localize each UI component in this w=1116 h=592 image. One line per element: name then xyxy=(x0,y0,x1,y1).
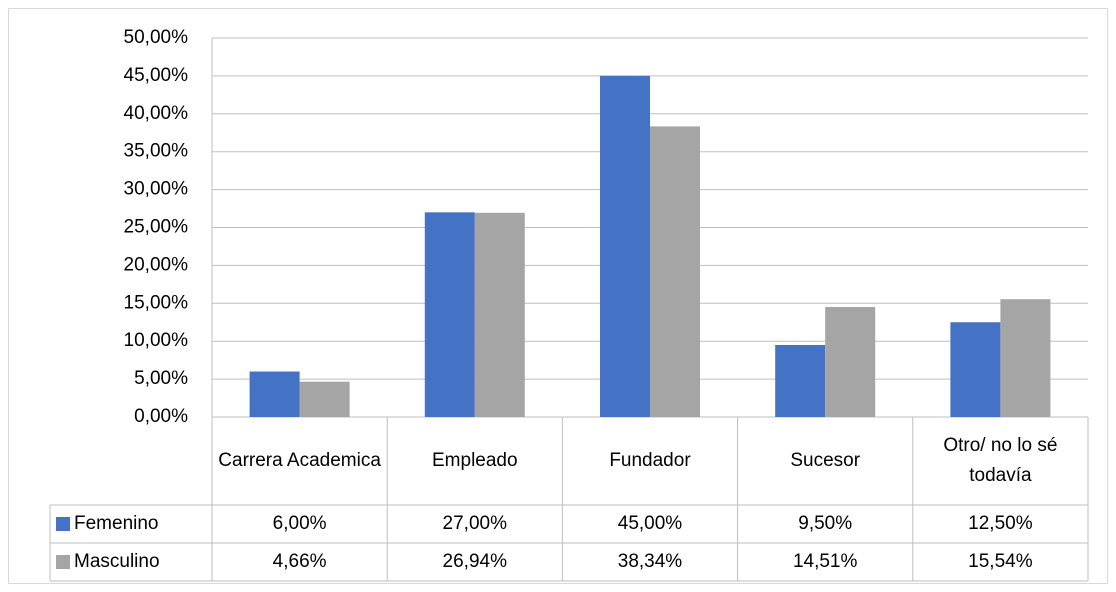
x-tick-label-text: Sucesor xyxy=(790,450,861,471)
chart-border xyxy=(8,8,1108,584)
x-tick-label: Carrera Academica xyxy=(212,417,387,505)
table-value-text: 6,00% xyxy=(272,513,327,534)
bar xyxy=(474,212,525,417)
y-tick-label: 40,00% xyxy=(124,103,189,124)
table-value: 27,00% xyxy=(387,505,562,543)
x-tick-label-text: Fundador xyxy=(609,450,691,471)
bar xyxy=(825,307,876,417)
y-tick-label: 25,00% xyxy=(124,217,189,238)
y-tick-label: 45,00% xyxy=(124,65,189,86)
x-tick-label: Sucesor xyxy=(738,417,913,505)
x-tick-label-text: Empleado xyxy=(432,450,518,471)
bar xyxy=(600,75,650,418)
y-tick-label: 0,00% xyxy=(134,406,188,427)
table-value-text: 14,51% xyxy=(792,551,858,572)
bar xyxy=(1000,299,1051,417)
legend-label: Femenino xyxy=(74,513,159,534)
table-value-text: 26,94% xyxy=(442,551,507,572)
table-value-text: 38,34% xyxy=(617,551,683,572)
bar xyxy=(249,371,300,417)
legend-entry: Masculino xyxy=(50,543,212,581)
legend-swatch xyxy=(56,555,70,569)
legend-label: Masculino xyxy=(74,551,160,572)
table-value-text: 12,50% xyxy=(968,513,1033,534)
y-tick-label: 15,00% xyxy=(124,292,189,313)
bar xyxy=(775,344,826,417)
legend-entry: Femenino xyxy=(50,505,212,543)
table-value: 15,54% xyxy=(913,543,1088,581)
y-tick-label: 20,00% xyxy=(124,254,189,275)
table-value: 26,94% xyxy=(387,543,562,581)
x-tick-label: Empleado xyxy=(387,417,562,505)
table-value-text: 15,54% xyxy=(968,551,1033,572)
x-tick-label: Fundador xyxy=(562,417,737,505)
table-value-text: 45,00% xyxy=(617,513,683,534)
y-tick-label: 30,00% xyxy=(124,179,189,200)
table-value-text: 9,50% xyxy=(798,513,853,534)
table-value-text: 4,66% xyxy=(272,551,327,572)
bar xyxy=(424,212,475,417)
x-tick-label-text: Otro/ no lo sé todavía xyxy=(943,435,1058,486)
bar xyxy=(950,322,1001,417)
table-value: 9,50% xyxy=(738,505,913,543)
table-value: 45,00% xyxy=(562,505,737,543)
legend-swatch xyxy=(56,517,70,531)
table-value-text: 27,00% xyxy=(442,513,507,534)
bar xyxy=(650,126,700,417)
table-value: 14,51% xyxy=(738,543,913,581)
y-tick-label: 10,00% xyxy=(124,330,189,351)
y-tick-label: 5,00% xyxy=(134,368,188,389)
x-tick-label: Otro/ no lo sé todavía xyxy=(913,417,1088,505)
bar xyxy=(299,381,350,417)
table-value: 6,00% xyxy=(212,505,387,543)
x-tick-label-text: Carrera Academica xyxy=(218,450,381,471)
table-value: 4,66% xyxy=(212,543,387,581)
table-value: 12,50% xyxy=(913,505,1088,543)
y-tick-label: 35,00% xyxy=(124,141,189,162)
table-value: 38,34% xyxy=(562,543,737,581)
y-tick-label: 50,00% xyxy=(124,27,189,48)
